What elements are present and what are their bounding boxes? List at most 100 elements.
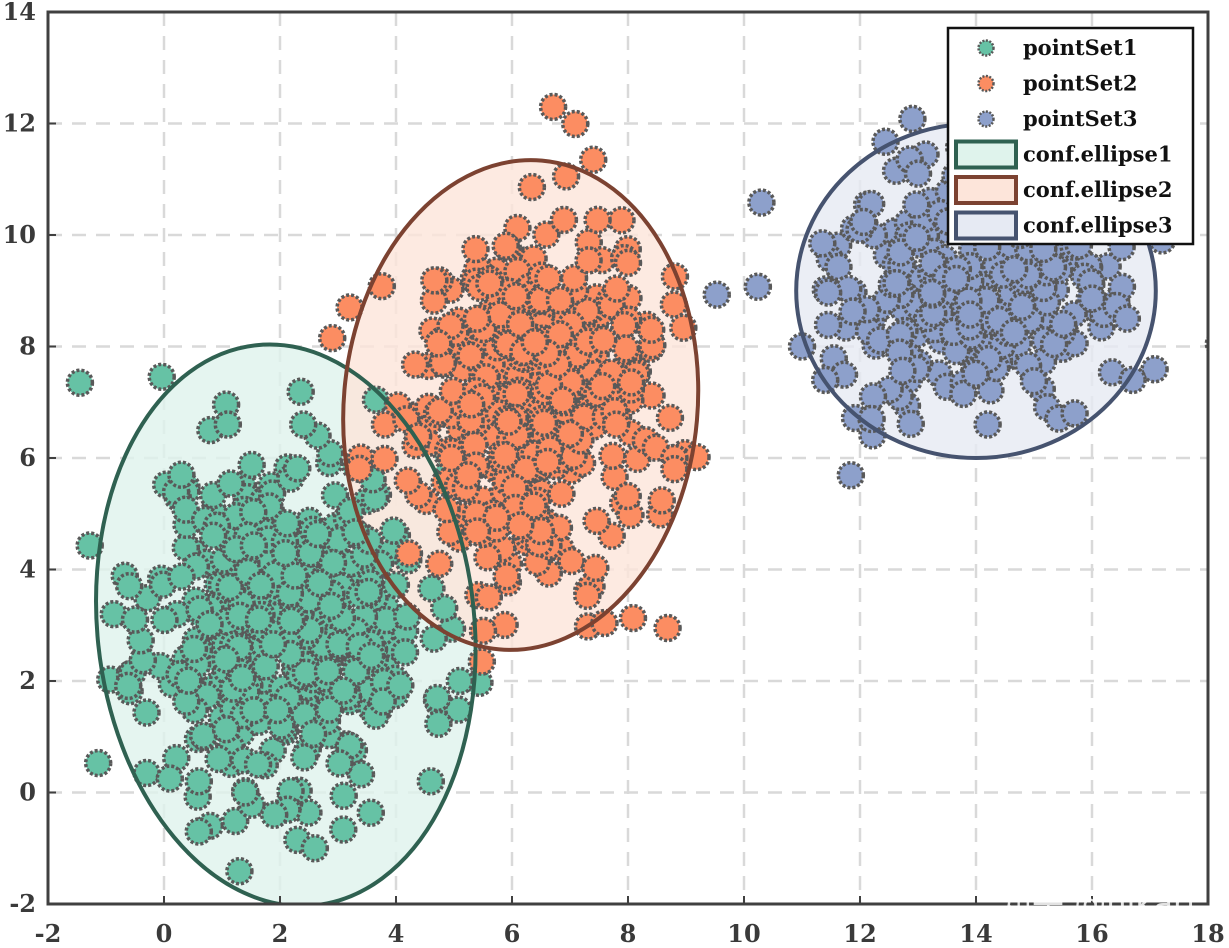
pointSet2-legend-marker xyxy=(977,74,995,93)
pointSet1-point xyxy=(239,497,268,527)
pointSet2-point xyxy=(533,447,562,477)
pointSet2-point xyxy=(557,546,586,576)
pointSet2-legend-label: pointSet2 xyxy=(1023,71,1137,96)
pointSet2-point xyxy=(456,390,486,419)
pointSet2-point xyxy=(547,479,576,509)
pointSet1-point xyxy=(305,568,334,598)
pointSet1-point xyxy=(114,571,144,601)
pointSet2-point xyxy=(588,325,618,355)
pointSet2-point xyxy=(613,481,642,511)
pointSet1-point xyxy=(417,574,446,603)
pointSet2-point xyxy=(573,581,602,611)
pointSet1-point xyxy=(243,750,273,779)
pointSet2-point xyxy=(393,466,422,495)
conf.ellipse3-legend-swatch xyxy=(954,210,1018,241)
pointSet3-point xyxy=(918,298,948,328)
pointSet2-point xyxy=(655,403,685,433)
pointSet1-point xyxy=(424,709,453,739)
legend-box xyxy=(946,26,1195,246)
pointSet1-point xyxy=(386,671,415,700)
pointSet3-point xyxy=(1118,365,1147,395)
pointSet1-point xyxy=(230,778,260,807)
pointSet2-point xyxy=(519,491,548,520)
pointSet1-point xyxy=(329,781,358,811)
pointSet3-point xyxy=(1204,334,1208,354)
pointSet3-legend-label: pointSet3 xyxy=(1023,106,1137,131)
pointSet1-point xyxy=(313,657,343,686)
pointSet1-point xyxy=(239,531,269,560)
pointSet2-point xyxy=(578,145,608,174)
conf.ellipse1-legend-label: conf.ellipse1 xyxy=(1023,142,1172,167)
pointSet3-point xyxy=(999,318,1029,347)
pointSet2-point xyxy=(582,506,611,536)
pointSet1-point xyxy=(83,748,113,778)
pointSet1-point xyxy=(379,516,408,545)
y-tick-label: 4 xyxy=(19,555,36,584)
pointSet2-point xyxy=(317,323,347,353)
x-tick-label: 12 xyxy=(843,919,876,948)
pointSet2-point xyxy=(660,454,689,484)
series-pointSet3 xyxy=(702,98,1208,490)
pointSet1-point xyxy=(227,663,257,693)
pointSet3-point xyxy=(743,272,773,302)
pointSet2-point xyxy=(526,516,556,546)
y-tick-label: 0 xyxy=(19,778,36,807)
pointSet2-point xyxy=(505,511,535,540)
pointSet1-point xyxy=(320,481,350,510)
pointSet2-point xyxy=(474,583,504,612)
pointSet1-point xyxy=(288,410,318,439)
pointSet1-point xyxy=(126,626,155,655)
pointSet2-point xyxy=(437,443,466,473)
x-tick-label: 4 xyxy=(388,919,405,948)
pointSet1-point xyxy=(325,749,354,778)
pointSet2-point xyxy=(491,231,520,260)
pointSet1-point xyxy=(239,696,268,725)
pointSet3-point xyxy=(1112,304,1142,333)
pointSet2-point xyxy=(598,441,627,471)
x-tick-label: -2 xyxy=(35,919,62,948)
scatter-points xyxy=(65,92,1208,886)
pointSet3-point xyxy=(882,268,911,298)
x-tick-label: 10 xyxy=(727,919,760,948)
pointSet1-point xyxy=(65,368,95,397)
pointSet1-legend-marker xyxy=(977,39,995,57)
pointSet2-point xyxy=(490,610,519,640)
pointSet3-point xyxy=(808,229,837,258)
pointSet2-point xyxy=(607,206,636,235)
pointSet2-point xyxy=(653,613,682,643)
pointSet3-point xyxy=(1077,284,1107,313)
pointSet1-point xyxy=(314,695,344,724)
pointSet1-point xyxy=(422,683,452,713)
pointSet1-point xyxy=(188,721,218,751)
pointSet1-point xyxy=(211,714,241,744)
pointSet2-point xyxy=(574,246,603,275)
pointSet1-point xyxy=(341,657,371,686)
pointSet1-point xyxy=(283,454,312,483)
pointSet2-point xyxy=(601,410,631,439)
pointSet1-point xyxy=(216,469,245,498)
pointSet1-point xyxy=(251,652,280,681)
pointSet1-point xyxy=(445,666,475,696)
pointSet2-point xyxy=(500,473,529,503)
pointSet2-point xyxy=(492,562,521,591)
pointSet3-point xyxy=(941,264,971,294)
pointSet3-point xyxy=(836,461,866,490)
series-pointSet1 xyxy=(65,362,494,886)
pointSet1-point xyxy=(167,460,196,489)
pointSet2-point xyxy=(545,320,575,349)
pointSet2-point xyxy=(545,285,575,315)
pointSet1-point xyxy=(75,531,104,560)
pointSet2-point xyxy=(453,461,483,490)
pointSet2-point xyxy=(637,381,666,410)
pointSet1-point xyxy=(198,521,228,550)
pointSet2-point xyxy=(549,205,579,235)
pointSet3-point xyxy=(838,297,867,326)
y-tick-label: 14 xyxy=(3,0,36,26)
pointSet1-point xyxy=(213,410,243,439)
pointSet2-point xyxy=(581,553,610,583)
pointSet1-point xyxy=(419,624,448,653)
pointSet1-point xyxy=(298,719,328,749)
x-axis: -2 0 2 4 6 8 10 12 14 16 18 xyxy=(35,896,1225,948)
x-tick-label: 2 xyxy=(272,919,289,948)
